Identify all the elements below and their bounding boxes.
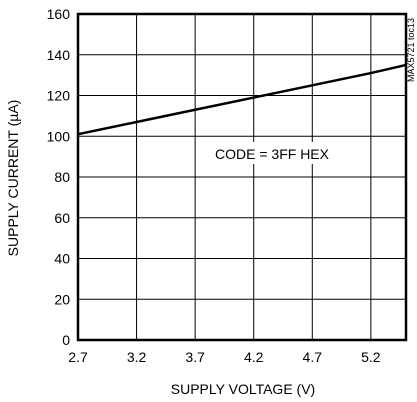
- x-tick-labels: 2.7 3.2 3.7 4.2 4.7 5.2: [68, 349, 381, 365]
- y-tick-label: 120: [47, 88, 71, 104]
- annotation-group: CODE = 3FF HEX: [207, 142, 337, 164]
- series-group: [77, 63, 407, 136]
- x-tick-label: 2.7: [68, 349, 88, 365]
- annotation-background: [207, 142, 337, 164]
- y-tick-label: 80: [54, 169, 70, 185]
- y-tick-label: 20: [54, 291, 70, 307]
- x-tick-label: 5.2: [361, 349, 381, 365]
- plot-frame: [76, 12, 408, 342]
- supply-current-line: [77, 63, 407, 136]
- x-tick-label: 3.7: [185, 349, 205, 365]
- y-tick-label: 40: [54, 251, 70, 267]
- y-tick-label: 0: [62, 332, 70, 348]
- x-tick-label: 4.2: [244, 349, 264, 365]
- x-tick-label: 3.2: [127, 349, 147, 365]
- x-tick-label: 4.7: [303, 349, 323, 365]
- y-tick-label: 140: [47, 47, 71, 63]
- x-axis-title: SUPPLY VOLTAGE (V): [171, 381, 315, 397]
- y-tick-label: 100: [47, 128, 71, 144]
- grid-lines: [78, 14, 406, 340]
- y-tick-labels: 0 20 40 60 80 100 120 140 160: [47, 6, 71, 348]
- annotation-label: CODE = 3FF HEX: [215, 146, 330, 162]
- y-tick-label: 60: [54, 210, 70, 226]
- figure-id-label: MAX5721 toc13: [406, 18, 416, 82]
- y-tick-label: 160: [47, 6, 71, 22]
- y-axis-title: SUPPLY CURRENT (µA): [5, 100, 21, 257]
